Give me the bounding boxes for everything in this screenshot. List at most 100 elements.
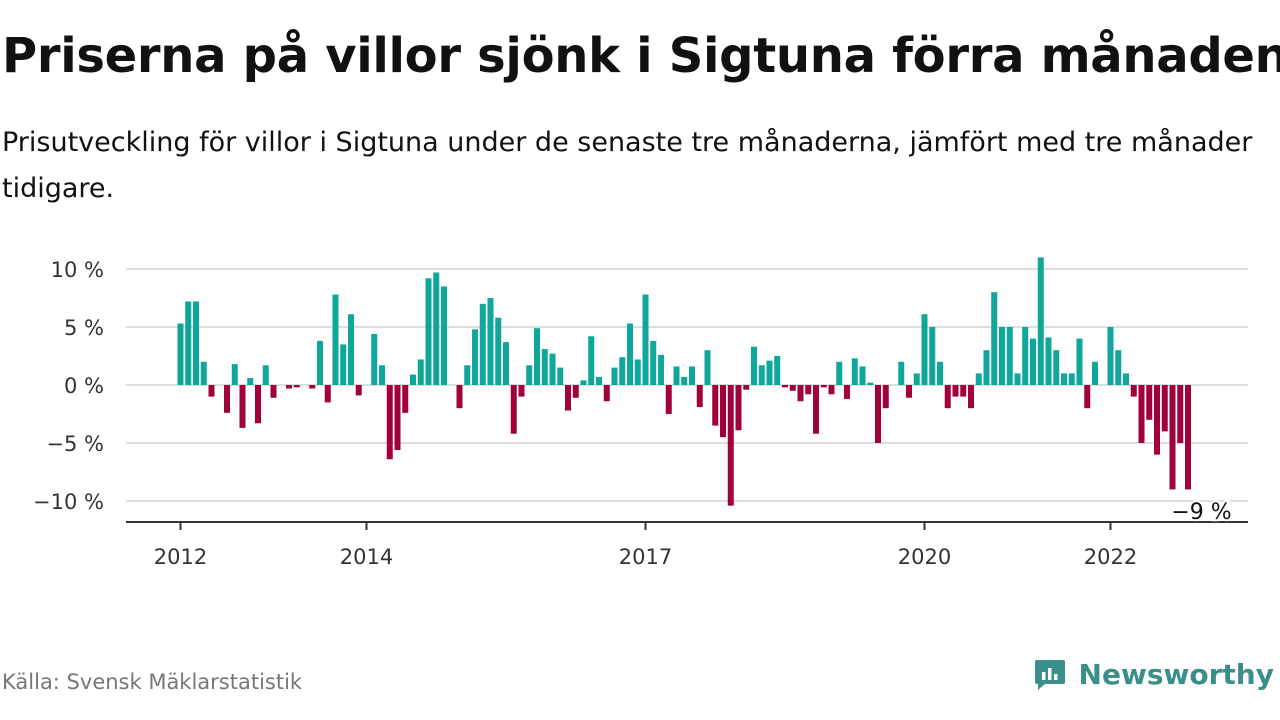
source-note: Källa: Svensk Mäklarstatistik	[2, 670, 303, 694]
data-bar	[696, 385, 703, 408]
data-bar	[1068, 373, 1075, 385]
data-bar	[650, 340, 657, 385]
data-bar	[603, 385, 610, 402]
data-bar	[627, 323, 633, 385]
brand-name: Newsworthy	[1078, 657, 1274, 691]
data-bar	[743, 385, 750, 390]
data-bar	[968, 385, 974, 409]
newsworthy-logo-icon	[1034, 660, 1065, 690]
data-bar	[859, 366, 866, 385]
data-bar	[1177, 385, 1184, 443]
data-bar	[867, 382, 874, 385]
data-bar	[1076, 338, 1083, 385]
data-bar	[456, 385, 463, 409]
data-bar	[797, 385, 804, 402]
data-bar	[541, 349, 548, 385]
data-bar	[751, 346, 757, 385]
data-bar	[1185, 385, 1191, 490]
data-bar	[766, 360, 773, 385]
y-tick-label: 0 %	[64, 374, 104, 398]
y-tick-label: 5 %	[64, 316, 104, 340]
data-bar	[1030, 338, 1036, 385]
data-bar	[510, 385, 517, 434]
data-bar	[1130, 385, 1137, 397]
data-bar	[774, 356, 781, 385]
data-bar	[673, 366, 680, 385]
data-bar	[441, 286, 447, 385]
data-bar	[1053, 350, 1060, 385]
data-bar	[410, 374, 416, 385]
data-bar	[619, 357, 626, 385]
y-axis-labels: 10 % 5 % 0 % −5 % −10 %	[33, 258, 104, 514]
data-bar	[1084, 385, 1091, 409]
bar-chart: 10 % 5 % 0 % −5 % −10 % 2012 2014 2017 2020 2022…	[33, 257, 1248, 569]
data-bar	[1022, 327, 1029, 385]
page-title: Priserna på villor sjönk i Sigtuna förra…	[2, 28, 1280, 84]
data-bar	[758, 365, 765, 385]
data-bar	[417, 359, 424, 385]
data-bar	[689, 366, 695, 385]
data-bar	[665, 385, 672, 414]
data-bar	[549, 353, 556, 385]
data-bar	[1115, 350, 1122, 385]
data-bar	[503, 342, 509, 385]
data-bar	[704, 350, 711, 385]
data-bar	[712, 385, 719, 426]
data-bar	[534, 328, 540, 385]
y-tick-label: −5 %	[46, 432, 104, 456]
data-bar	[572, 385, 579, 398]
x-tick-label: 2014	[340, 545, 393, 569]
data-bar	[975, 373, 982, 385]
data-bar	[999, 327, 1005, 385]
data-bar	[720, 385, 726, 438]
data-bar	[1037, 257, 1044, 385]
data-bar	[929, 327, 936, 385]
bar-series	[177, 257, 1191, 506]
data-bar	[937, 361, 943, 385]
data-bar	[1006, 327, 1013, 385]
data-bar	[596, 376, 602, 385]
data-bar	[1169, 385, 1176, 490]
data-bar	[952, 385, 959, 397]
data-bar	[882, 385, 889, 409]
data-bar	[193, 301, 199, 385]
brand-logo: Newsworthy	[1033, 654, 1274, 694]
data-bar	[394, 385, 401, 450]
x-tick-label: 2012	[154, 545, 207, 569]
data-bar	[1161, 385, 1168, 432]
data-bar	[991, 292, 998, 385]
data-bar	[658, 354, 664, 385]
data-bar	[557, 367, 564, 385]
x-tick-label: 2017	[619, 545, 672, 569]
data-bar	[875, 385, 881, 443]
data-bar	[309, 385, 316, 389]
data-bar	[898, 361, 905, 385]
data-bar	[262, 365, 269, 385]
data-bar	[239, 385, 246, 428]
data-bar	[906, 385, 912, 398]
data-bar	[960, 385, 967, 397]
data-bar	[727, 385, 734, 506]
data-bar	[293, 385, 300, 388]
data-bar	[611, 367, 618, 385]
data-bar	[1154, 385, 1160, 455]
data-bar	[634, 359, 641, 385]
y-tick-label: −10 %	[33, 490, 104, 514]
data-bar	[270, 385, 277, 398]
data-bar	[1061, 373, 1067, 385]
data-bar	[518, 385, 525, 397]
last-value-label: −9 %	[1171, 500, 1231, 525]
data-bar	[851, 358, 858, 385]
data-bar	[200, 361, 207, 385]
data-bar	[355, 385, 362, 396]
data-bar	[526, 365, 533, 385]
data-bar	[1092, 361, 1098, 385]
data-bar	[1014, 373, 1021, 385]
data-bar	[340, 344, 347, 385]
data-bar	[472, 329, 478, 385]
x-tick-label: 2022	[1084, 545, 1137, 569]
data-bar	[681, 376, 688, 385]
data-bar	[820, 385, 827, 388]
data-bar	[805, 385, 812, 395]
data-bar	[255, 385, 261, 424]
